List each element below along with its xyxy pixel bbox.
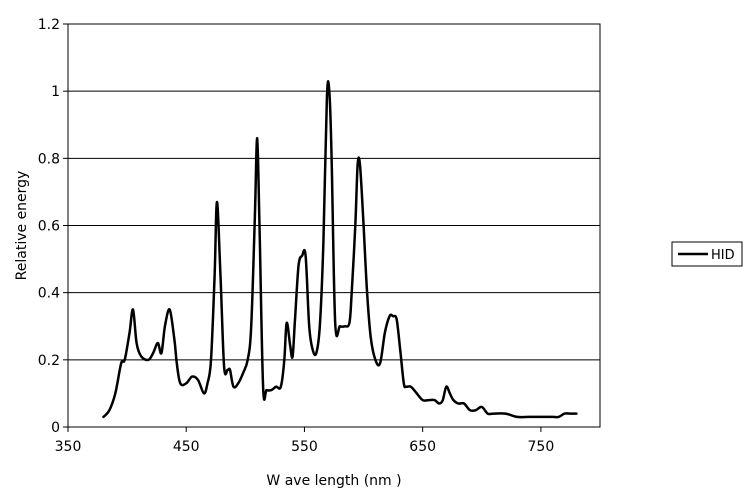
- y-tick-label: 0.4: [38, 286, 60, 302]
- y-tick-label: 1.2: [38, 17, 60, 33]
- y-tick-label: 0.8: [38, 151, 60, 167]
- y-axis: 0 0.2 0.4 0.6 0.8 1 1.2: [38, 17, 68, 436]
- series-line-hid: [102, 80, 578, 419]
- y-axis-title: Relative energy: [14, 171, 30, 281]
- x-tick-label: 350: [55, 439, 82, 455]
- x-tick-label: 450: [173, 439, 200, 455]
- x-axis-title: W ave length (nm ): [266, 473, 401, 489]
- x-tick-label: 750: [528, 439, 555, 455]
- y-tick-label: 0.2: [38, 353, 60, 369]
- legend: HID: [671, 241, 743, 267]
- x-tick-label: 550: [291, 439, 318, 455]
- x-axis: 350 450 550 650 750: [55, 427, 555, 455]
- y-tick-label: 1: [51, 84, 60, 100]
- legend-label-hid: HID: [711, 248, 735, 263]
- y-tick-label: 0.6: [38, 219, 60, 235]
- x-tick-label: 650: [409, 439, 436, 455]
- y-tick-label: 0: [51, 420, 60, 436]
